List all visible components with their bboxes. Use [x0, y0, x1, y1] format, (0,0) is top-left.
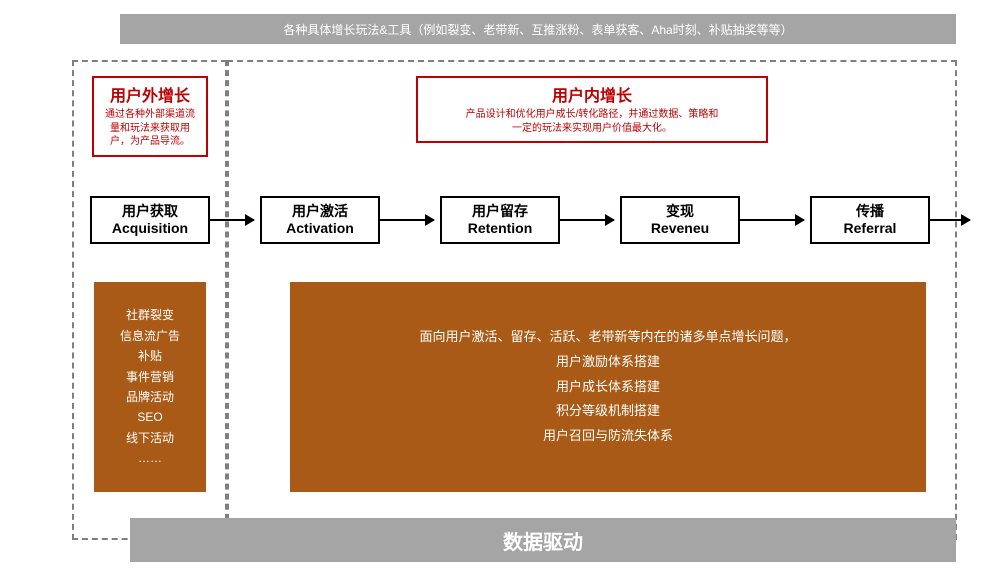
int-item-3: 用户成长体系搭建: [556, 375, 660, 400]
stage-referral: 传播 Referral: [810, 196, 930, 244]
stage-activation-cn: 用户激活: [262, 203, 378, 221]
int-item-1: 面向用户激活、留存、活跃、老带新等内在的诸多单点增长问题，: [419, 325, 796, 350]
stage-retention-en: Retention: [442, 220, 558, 238]
external-growth-label: 用户外增长 通过各种外部渠道流 量和玩法来获取用 户，为产品导流。: [92, 76, 208, 157]
bottom-data-driven-bar: 数据驱动: [130, 518, 956, 562]
ext-item-3: 补贴: [138, 346, 162, 366]
ext-item-2: 信息流广告: [120, 326, 180, 346]
stage-retention-cn: 用户留存: [442, 203, 558, 221]
ext-item-1: 社群裂变: [126, 305, 174, 325]
top-tools-text: 各种具体增长玩法&工具（例如裂变、老带新、互推涨粉、表单获客、Aha时刻、补贴抽…: [283, 21, 792, 38]
stage-revenue: 变现 Reveneu: [620, 196, 740, 244]
stage-activation-en: Activation: [262, 220, 378, 238]
external-growth-title: 用户外增长: [100, 82, 200, 106]
arrow-2: [380, 219, 434, 221]
stage-acquisition-en: Acquisition: [92, 220, 208, 238]
internal-growth-title: 用户内增长: [424, 82, 760, 106]
bottom-data-driven-text: 数据驱动: [503, 526, 583, 555]
stage-referral-en: Referral: [812, 220, 928, 238]
internal-methods-box: 面向用户激活、留存、活跃、老带新等内在的诸多单点增长问题， 用户激励体系搭建 用…: [290, 282, 926, 492]
internal-growth-label: 用户内增长 产品设计和优化用户成长/转化路径，并通过数据、策略和 一定的玩法来实…: [416, 76, 768, 143]
arrow-4: [740, 219, 804, 221]
stage-referral-cn: 传播: [812, 203, 928, 221]
internal-growth-desc: 产品设计和优化用户成长/转化路径，并通过数据、策略和 一定的玩法来实现用户价值最…: [424, 108, 760, 135]
int-item-4: 积分等级机制搭建: [556, 399, 660, 424]
ext-item-5: 品牌活动: [126, 387, 174, 407]
external-methods-box: 社群裂变 信息流广告 补贴 事件营销 品牌活动 SEO 线下活动 ……: [94, 282, 206, 492]
stage-acquisition-cn: 用户获取: [92, 203, 208, 221]
stage-activation: 用户激活 Activation: [260, 196, 380, 244]
diagram-canvas: 各种具体增长玩法&工具（例如裂变、老带新、互推涨粉、表单获客、Aha时刻、补贴抽…: [0, 0, 984, 585]
top-tools-bar: 各种具体增长玩法&工具（例如裂变、老带新、互推涨粉、表单获客、Aha时刻、补贴抽…: [120, 14, 956, 44]
external-growth-desc: 通过各种外部渠道流 量和玩法来获取用 户，为产品导流。: [100, 108, 200, 149]
stage-revenue-cn: 变现: [622, 203, 738, 221]
arrow-1: [210, 219, 254, 221]
arrow-5: [930, 219, 970, 221]
arrow-3: [560, 219, 614, 221]
stage-retention: 用户留存 Retention: [440, 196, 560, 244]
int-item-5: 用户召回与防流失体系: [543, 424, 673, 449]
ext-item-8: ……: [138, 448, 162, 468]
ext-item-7: 线下活动: [126, 428, 174, 448]
stage-revenue-en: Reveneu: [622, 220, 738, 238]
int-item-2: 用户激励体系搭建: [556, 350, 660, 375]
ext-item-6: SEO: [137, 407, 162, 427]
stage-acquisition: 用户获取 Acquisition: [90, 196, 210, 244]
ext-item-4: 事件营销: [126, 367, 174, 387]
